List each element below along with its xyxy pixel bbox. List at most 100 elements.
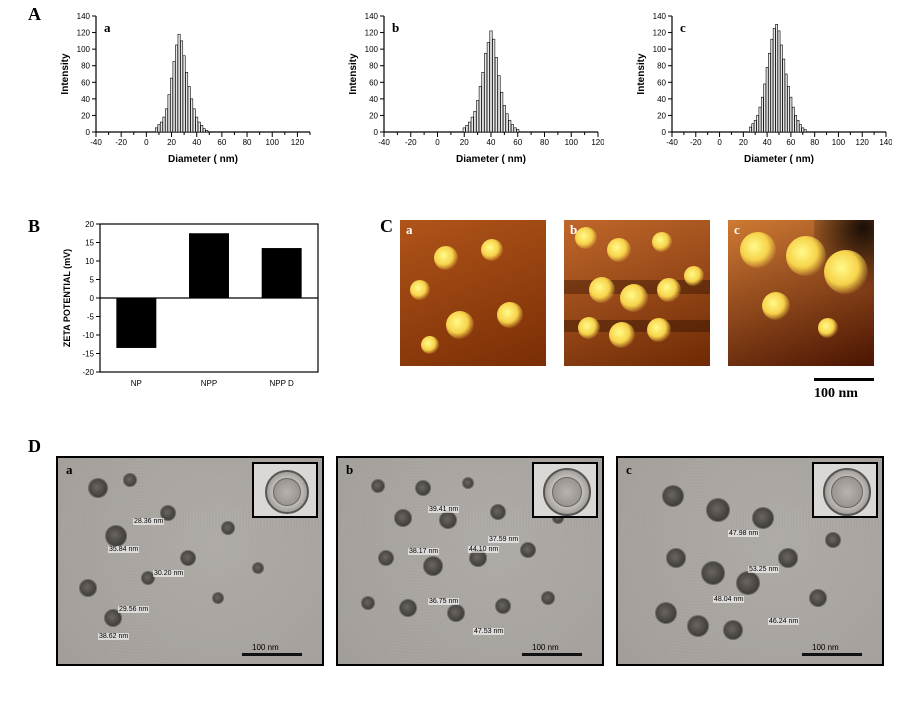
- svg-text:20: 20: [369, 111, 378, 120]
- svg-text:100: 100: [565, 138, 579, 147]
- tem-image-a: 28.36 nm35.84 nm30.20 nm29.56 nm38.62 nm…: [56, 456, 324, 666]
- tem-particle: [752, 507, 774, 529]
- tem-measurement-label: 29.56 nm: [118, 606, 149, 613]
- svg-text:120: 120: [291, 138, 305, 147]
- svg-text:120: 120: [591, 138, 604, 147]
- tem-measurement-label: 38.62 nm: [98, 633, 129, 640]
- panel-label-a: A: [28, 4, 41, 25]
- afm-particle: [434, 246, 458, 270]
- svg-text:80: 80: [657, 62, 666, 71]
- afm-particle: [481, 239, 503, 261]
- svg-text:-40: -40: [378, 138, 390, 147]
- svg-text:80: 80: [369, 62, 378, 71]
- svg-text:-20: -20: [690, 138, 702, 147]
- svg-text:20: 20: [657, 111, 666, 120]
- tem-measurement-label: 39.41 nm: [428, 506, 459, 513]
- tem-scale-bar: 100 nm: [242, 646, 312, 656]
- svg-text:20: 20: [85, 220, 94, 229]
- tem-particle: [655, 602, 677, 624]
- histogram-sublabel-b: b: [392, 20, 399, 36]
- svg-text:0: 0: [435, 138, 440, 147]
- svg-text:Diameter ( nm): Diameter ( nm): [744, 154, 814, 165]
- svg-text:60: 60: [657, 78, 666, 87]
- afm-sublabel-a: a: [406, 222, 413, 238]
- svg-text:20: 20: [81, 111, 90, 120]
- afm-sublabel-c: c: [734, 222, 740, 238]
- svg-text:-10: -10: [82, 331, 94, 340]
- tem-image-b: 39.41 nm38.17 nm44.10 nm37.59 nm36.75 nm…: [336, 456, 604, 666]
- tem-particle: [490, 504, 506, 520]
- tem-particle: [399, 599, 417, 617]
- histogram-sublabel-c: c: [680, 20, 686, 36]
- tem-particle: [706, 498, 730, 522]
- svg-text:Intensity: Intensity: [60, 53, 71, 95]
- tem-measurement-label: 48.04 nm: [713, 596, 744, 603]
- svg-text:20: 20: [460, 138, 469, 147]
- tem-measurement-label: 53.25 nm: [748, 566, 779, 573]
- svg-text:20: 20: [739, 138, 748, 147]
- tem-particle: [541, 591, 555, 605]
- svg-text:-20: -20: [82, 368, 94, 377]
- tem-particle: [394, 509, 412, 527]
- svg-text:100: 100: [832, 138, 846, 147]
- tem-particle: [495, 598, 511, 614]
- afm-image-b: b: [564, 220, 710, 366]
- svg-text:80: 80: [810, 138, 819, 147]
- svg-text:140: 140: [365, 12, 379, 21]
- tem-particle: [221, 521, 235, 535]
- svg-text:Intensity: Intensity: [348, 53, 359, 95]
- svg-text:100: 100: [266, 138, 280, 147]
- svg-text:-5: -5: [87, 313, 95, 322]
- tem-particle: [723, 620, 743, 640]
- tem-particle: [415, 480, 431, 496]
- histogram-b: 020406080100120140-40-20020406080100120D…: [344, 6, 604, 166]
- tem-particle: [123, 473, 137, 487]
- svg-text:100: 100: [365, 45, 379, 54]
- svg-text:60: 60: [513, 138, 522, 147]
- afm-particle: [684, 266, 704, 286]
- svg-text:60: 60: [217, 138, 226, 147]
- tem-measurement-label: 37.59 nm: [488, 536, 519, 543]
- svg-text:0: 0: [144, 138, 149, 147]
- svg-text:40: 40: [763, 138, 772, 147]
- tem-measurement-label: 46.24 nm: [768, 618, 799, 625]
- svg-text:80: 80: [243, 138, 252, 147]
- afm-scale-bar: [814, 378, 874, 381]
- tem-particle: [88, 478, 108, 498]
- tem-particle: [447, 604, 465, 622]
- svg-text:40: 40: [657, 95, 666, 104]
- tem-inset-a: [252, 462, 318, 518]
- tem-particle: [462, 477, 474, 489]
- svg-text:60: 60: [81, 78, 90, 87]
- svg-text:60: 60: [369, 78, 378, 87]
- tem-sublabel-b: b: [346, 462, 353, 478]
- svg-text:80: 80: [81, 62, 90, 71]
- panel-label-c: C: [380, 216, 393, 237]
- tem-particle: [105, 525, 127, 547]
- histogram-c: 020406080100120140-40-200204060801001201…: [632, 6, 892, 166]
- svg-text:5: 5: [90, 276, 95, 285]
- svg-text:120: 120: [653, 29, 667, 38]
- afm-particle: [446, 311, 474, 339]
- afm-particle: [578, 317, 600, 339]
- afm-particle: [589, 277, 615, 303]
- svg-text:100: 100: [653, 45, 667, 54]
- tem-particle: [212, 592, 224, 604]
- tem-particle: [687, 615, 709, 637]
- afm-particle: [762, 292, 790, 320]
- panel-a-histograms: 0 20 40 60 80 100 120 140 -40 -20 0 20 40 60 80 100 120 D…: [56, 6, 896, 176]
- svg-text:-40: -40: [666, 138, 678, 147]
- svg-text:40: 40: [487, 138, 496, 147]
- tem-measurement-label: 36.75 nm: [428, 598, 459, 605]
- tem-particle: [666, 548, 686, 568]
- svg-text:0: 0: [662, 128, 667, 137]
- svg-text:10: 10: [85, 257, 94, 266]
- svg-text:0: 0: [86, 128, 91, 137]
- tem-particle: [662, 485, 684, 507]
- svg-text:NP: NP: [131, 379, 142, 388]
- tem-particle: [736, 571, 760, 595]
- tem-inset-b: [532, 462, 598, 518]
- afm-image-c: c: [728, 220, 874, 366]
- afm-particle: [818, 318, 838, 338]
- svg-text:40: 40: [81, 95, 90, 104]
